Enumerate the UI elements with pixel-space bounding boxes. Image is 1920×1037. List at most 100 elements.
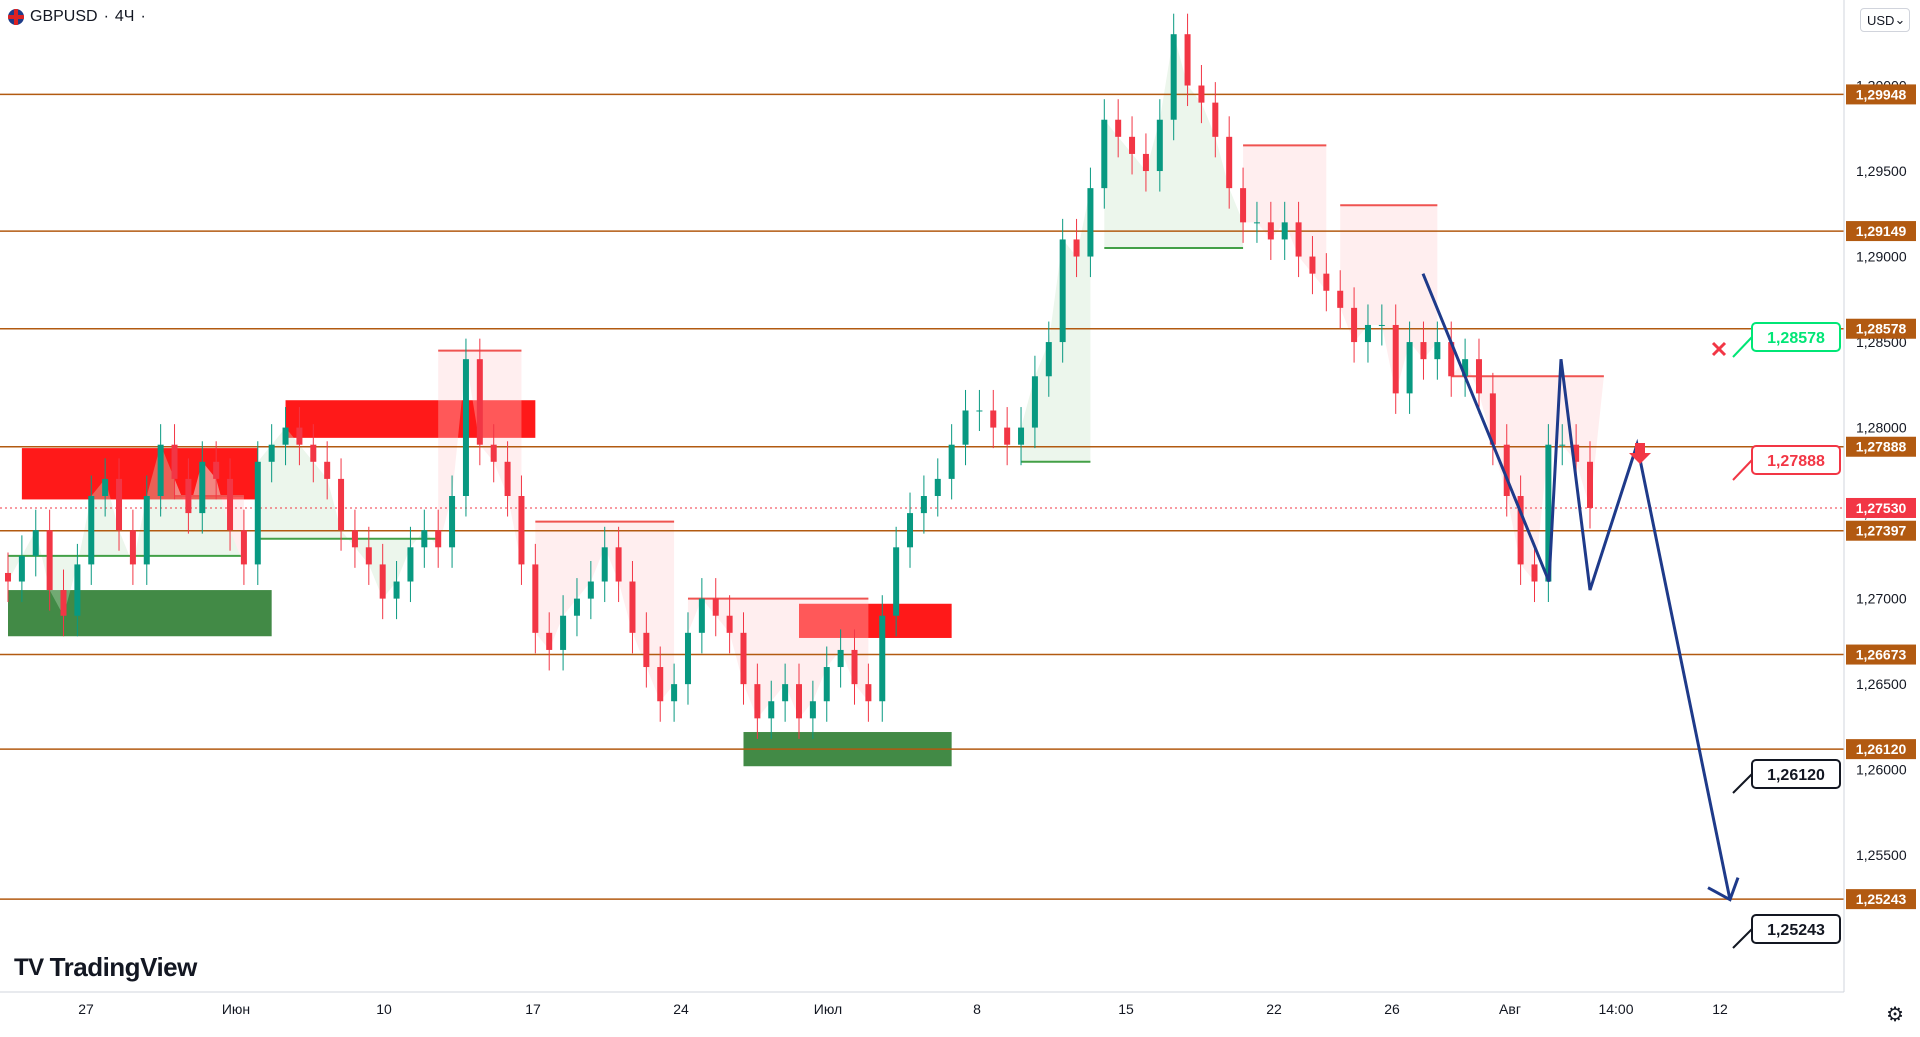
supertrend-down-6-fill <box>1451 359 1604 582</box>
level-price-tag <box>1846 84 1916 105</box>
separator-dot-2: · <box>140 8 146 25</box>
candle-body <box>823 667 830 702</box>
candle-body <box>1031 376 1038 428</box>
candle-body <box>1489 393 1496 445</box>
candle-body <box>32 530 39 556</box>
gear-icon[interactable]: ⚙ <box>1886 1004 1904 1026</box>
callout-label: 1,25243 <box>1767 922 1825 939</box>
candle-body <box>1323 273 1330 291</box>
x-tick-label: 15 <box>1118 1001 1134 1017</box>
candle-body <box>254 461 261 565</box>
currency-select[interactable]: USD ⌄ <box>1860 8 1910 32</box>
candle-body <box>129 530 136 565</box>
candle-body <box>88 496 95 565</box>
candle-body <box>1212 102 1219 137</box>
level-price-label: 1,29948 <box>1856 86 1907 102</box>
supertrend-down-5-fill <box>1340 205 1438 394</box>
candle-body <box>449 496 456 548</box>
callout-box <box>1751 759 1841 789</box>
candle-body <box>1531 564 1538 582</box>
candle-body <box>1420 342 1427 360</box>
candle-body <box>740 632 747 685</box>
symbol-name: GBPUSD <box>30 8 98 25</box>
logo-text: TradingView <box>49 952 198 982</box>
callout-0: 1,28578 <box>1732 322 1841 358</box>
supertrend-up-2-fill <box>1021 188 1091 462</box>
level-price-label: 1,29149 <box>1856 223 1907 239</box>
x-tick-label: 26 <box>1384 1001 1400 1017</box>
candle-body <box>199 461 206 514</box>
candle-body <box>629 581 636 633</box>
candle-body <box>1142 153 1149 172</box>
candle-body <box>1073 239 1080 257</box>
y-tick-label: 1,27000 <box>1856 591 1907 607</box>
candle-body <box>171 444 178 479</box>
candle-body <box>726 615 733 633</box>
callout-label: 1,26120 <box>1767 767 1825 784</box>
candle-body <box>143 496 150 565</box>
candle-body <box>1226 136 1233 189</box>
y-tick-label: 1,26000 <box>1856 762 1907 778</box>
candle-body <box>671 684 678 702</box>
callout-3: 1,25243 <box>1732 914 1841 949</box>
supertrend-up-0-fill <box>8 444 244 616</box>
candle-body <box>1406 342 1413 394</box>
candle-body <box>490 444 497 462</box>
y-tick-label: 1,25500 <box>1856 847 1907 863</box>
callout-label: 1,27888 <box>1767 453 1825 470</box>
supertrend-down-1-fill <box>438 350 522 565</box>
candle-body <box>5 572 11 582</box>
candle-body <box>213 461 220 479</box>
candle-body <box>1573 444 1580 462</box>
candle-body <box>948 444 955 479</box>
callout-1: 1,27888 <box>1732 445 1841 481</box>
close-icon-stroke-2 <box>1711 341 1727 357</box>
x-tick-label: 8 <box>973 1001 981 1017</box>
candle-body <box>1115 119 1122 137</box>
x-tick-label: 24 <box>673 1001 689 1017</box>
supertrend-down-2-fill <box>535 521 675 702</box>
candle-body <box>1253 222 1260 224</box>
symbol-header[interactable]: GBPUSD · 4Ч · <box>8 8 146 26</box>
candle-body <box>560 615 567 650</box>
supertrend-up-3-fill <box>1104 34 1244 249</box>
callout-2: 1,26120 <box>1732 759 1841 794</box>
candle-body <box>407 547 414 582</box>
candle-body <box>976 410 983 412</box>
candle-body <box>796 684 802 719</box>
level-price-label: 1,26673 <box>1856 647 1907 663</box>
candle-body <box>1267 222 1274 240</box>
candle-body <box>1004 427 1011 445</box>
level-price-label: 1,26120 <box>1856 741 1907 757</box>
candle-body <box>1364 324 1371 343</box>
candle-body <box>532 564 539 633</box>
candle-body <box>518 496 525 565</box>
callout-pointer <box>1732 928 1753 949</box>
candle-body <box>60 590 67 616</box>
candle-body <box>351 530 358 548</box>
level-price-label: 1,27888 <box>1856 439 1907 455</box>
x-tick-label: 22 <box>1266 1001 1282 1017</box>
tradingview-logo[interactable]: TV TradingView <box>14 952 197 983</box>
candle-body <box>754 684 761 719</box>
candle-body <box>907 513 914 548</box>
candle-body <box>587 581 594 599</box>
y-tick-label: 1,28000 <box>1856 420 1907 436</box>
candle-body <box>365 547 372 565</box>
candle-body <box>546 632 553 650</box>
candle-body <box>1559 444 1566 446</box>
x-tick-label: Июл <box>814 1001 842 1017</box>
candle-body <box>462 359 469 496</box>
candle-body <box>393 581 400 599</box>
candle-body <box>712 598 719 616</box>
candle-body <box>962 410 969 445</box>
candle-body <box>282 427 289 445</box>
level-price-tag <box>1846 318 1916 339</box>
candle-body <box>1448 342 1455 377</box>
candle-body <box>990 410 997 428</box>
candle-body <box>601 547 608 582</box>
candle-body <box>1281 222 1288 240</box>
candle-body <box>837 649 844 668</box>
